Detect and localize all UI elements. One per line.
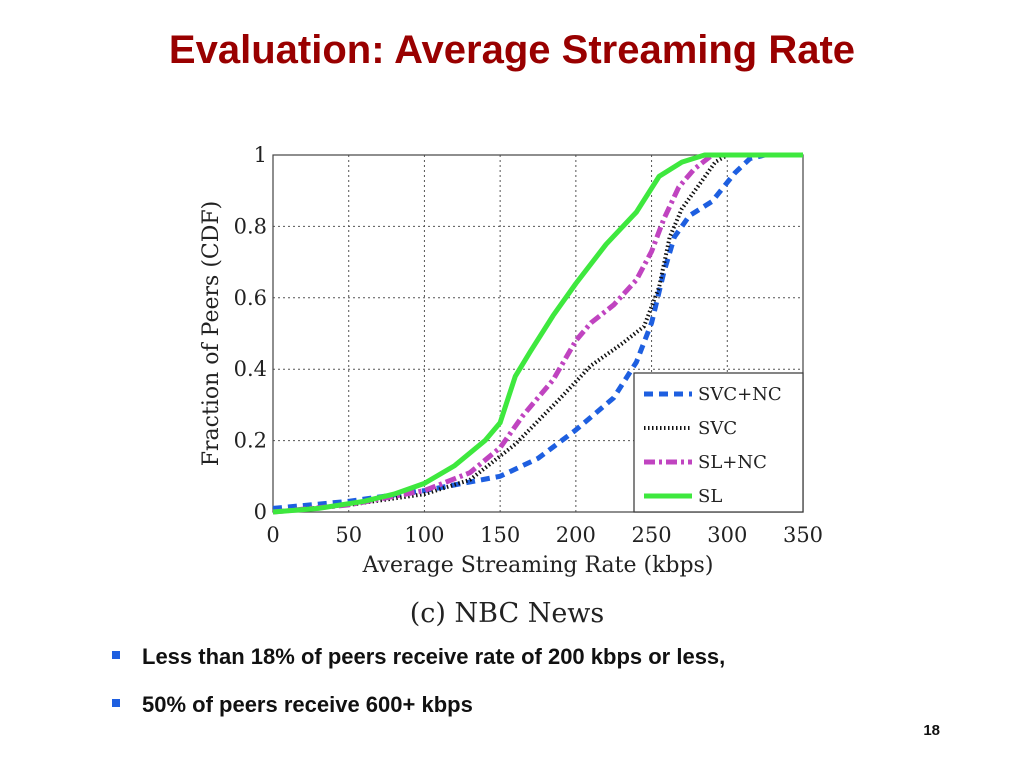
legend-label: SVC+NC — [698, 384, 782, 405]
page-number: 18 — [923, 722, 940, 739]
y-tick-label: 0 — [254, 500, 267, 524]
series-line-svc — [272, 153, 803, 514]
series-line-sl-nc — [272, 152, 803, 515]
series-line-svc-nc — [272, 152, 803, 511]
plot-frame — [272, 154, 804, 513]
y-tick-label: 0.8 — [234, 214, 267, 238]
legend-label: SVC — [698, 418, 737, 439]
legend: SVC+NC SVC SL+NC SL — [633, 372, 804, 513]
bullet-item: 50% of peers receive 600+ kbps — [112, 690, 725, 738]
y-tick-label: 0.6 — [234, 286, 267, 310]
x-tick-label: 150 — [480, 523, 520, 547]
x-axis-label: Average Streaming Rate (kbps) — [362, 553, 714, 578]
x-tick-label: 350 — [783, 523, 823, 547]
series-lines — [272, 152, 803, 515]
square-bullet-icon — [112, 651, 120, 659]
square-bullet-icon — [112, 699, 120, 707]
bullet-list: Less than 18% of peers receive rate of 2… — [112, 642, 725, 738]
y-tick-label: 0.2 — [234, 429, 267, 453]
cdf-chart: 0 50 100 150 200 250 300 350 0 0.2 0.4 0.6 0.8 1 SVC+… — [199, 143, 823, 629]
chart-caption: (c) NBC News — [410, 598, 605, 629]
x-tick-label: 0 — [266, 523, 279, 547]
y-tick-label: 0.4 — [234, 357, 267, 381]
legend-label: SL — [698, 486, 722, 507]
series-line-sl — [272, 152, 803, 515]
y-axis-label: Fraction of Peers (CDF) — [199, 201, 224, 466]
x-tick-label: 50 — [335, 523, 362, 547]
bullet-item: Less than 18% of peers receive rate of 2… — [112, 642, 725, 690]
bullet-text: 50% of peers receive 600+ kbps — [142, 692, 473, 717]
x-tick-label: 100 — [404, 523, 444, 547]
bullet-text: Less than 18% of peers receive rate of 2… — [142, 644, 726, 669]
tick-labels: 0 50 100 150 200 250 300 350 0 0.2 0.4 0.6 0.8 1 — [234, 143, 823, 547]
y-tick-label: 1 — [254, 143, 267, 167]
slide-title: Evaluation: Average Streaming Rate — [168, 28, 856, 72]
legend-label: SL+NC — [698, 452, 767, 473]
x-tick-label: 300 — [707, 523, 747, 547]
x-tick-label: 250 — [632, 523, 672, 547]
x-tick-label: 200 — [556, 523, 596, 547]
